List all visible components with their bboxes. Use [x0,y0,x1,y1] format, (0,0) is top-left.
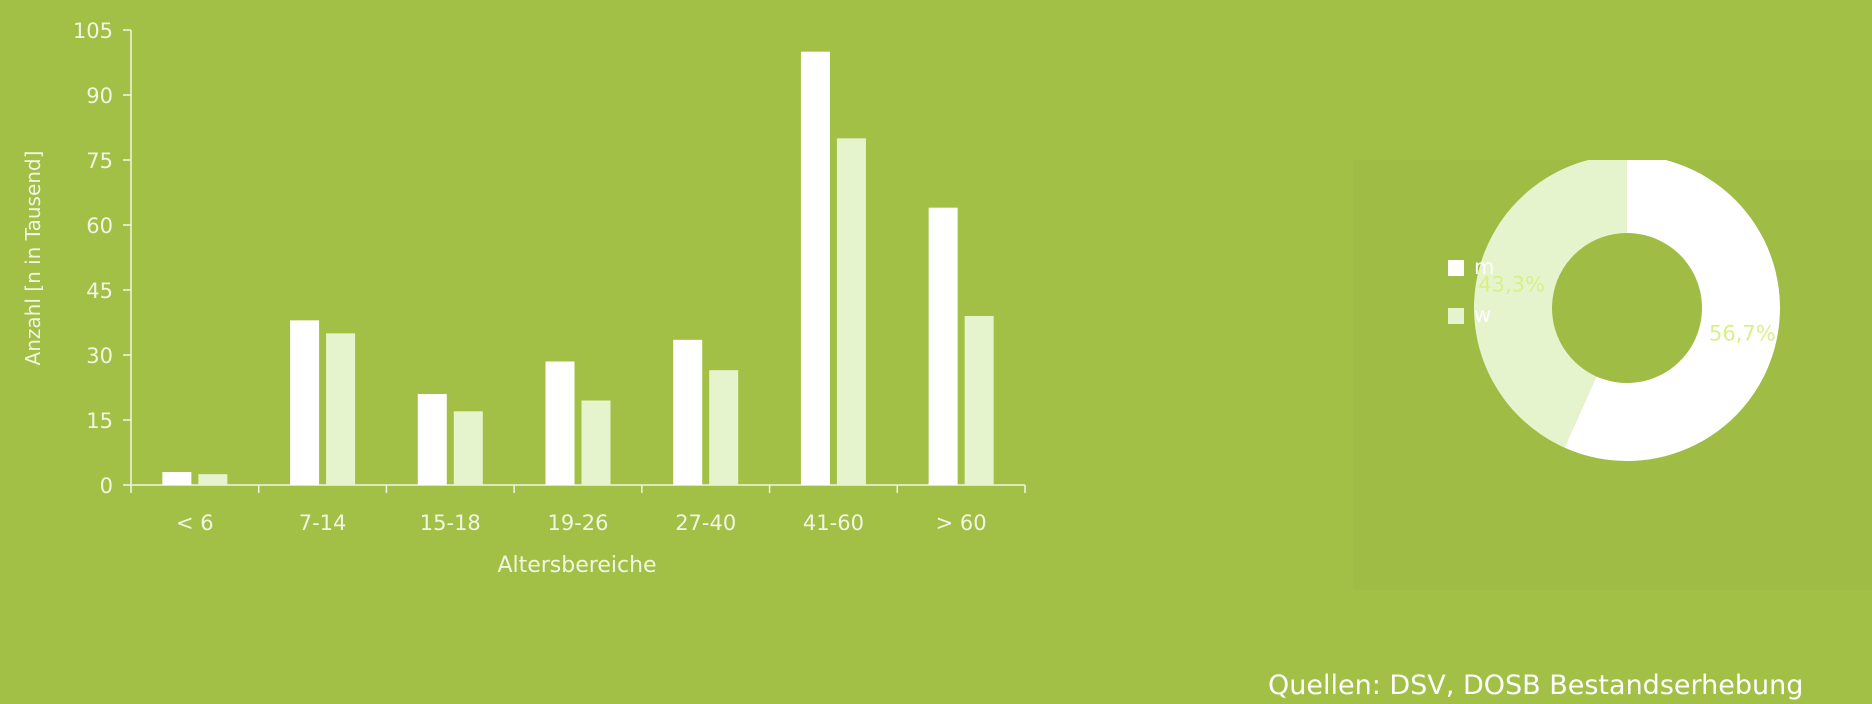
legend-swatch-w [1448,307,1464,324]
bar-w-1 [198,474,228,485]
x-tick-label: 19-26 [547,511,608,535]
x-tick-label: > 60 [936,511,987,535]
gender-donut-panel: 56,7% 43,3% m w [1353,160,1872,590]
y-tick-label: 105 [73,19,113,43]
x-axis: < 6 7-14 15-18 19-26 27-40 41-60 > 60 [130,484,1026,535]
y-tick-label: 75 [86,149,113,173]
y-tick-label: 15 [86,409,113,433]
age-bar-chart: 0 15 30 45 60 75 90 105 < 6 7-14 15-18 19-26 27-40 4… [21,19,1026,578]
bars [162,51,994,486]
y-tick-label: 30 [86,344,113,368]
bar-m-4 [545,361,575,485]
legend-swatch-m [1448,259,1464,276]
x-tick-label: < 6 [176,511,214,535]
legend-label-m: m [1474,255,1495,279]
bar-w-5 [709,370,739,485]
donut-slice-m [1564,160,1780,461]
y-axis: 0 15 30 45 60 75 90 105 [73,19,132,498]
bar-m-5 [673,339,703,485]
x-tick-label: 15-18 [420,511,481,535]
bar-w-2 [326,333,356,485]
bar-m-7 [928,207,958,485]
legend-item-w: w [1448,305,1491,326]
x-tick-label: 7-14 [299,511,347,535]
donut-label-m: 56,7% [1709,322,1776,346]
bar-w-3 [453,411,483,485]
bar-m-3 [417,394,447,485]
bar-m-6 [800,51,830,486]
x-tick-label: 27-40 [675,511,736,535]
x-axis-title: Altersbereiche [497,553,656,578]
bar-m-1 [162,472,192,485]
source-note: Quellen: DSV, DOSB Bestandserhebung [1268,670,1804,701]
legend-item-m: m [1448,257,1494,278]
bar-w-7 [964,316,994,485]
y-tick-label: 90 [86,84,113,108]
bar-w-4 [581,400,611,485]
legend-label-w: w [1474,303,1492,327]
bar-m-2 [290,320,320,485]
y-tick-label: 45 [86,279,113,303]
donut-label-w: 43,3% [1478,272,1545,296]
bar-w-6 [836,138,866,486]
y-tick-label: 0 [100,474,113,498]
y-tick-label: 60 [86,214,113,238]
x-tick-label: 41-60 [803,511,864,535]
y-axis-title: Anzahl [n in Tausend] [21,151,45,366]
donut-slice-w [1474,160,1627,448]
gender-donut-chart: 56,7% 43,3% [1474,160,1780,461]
